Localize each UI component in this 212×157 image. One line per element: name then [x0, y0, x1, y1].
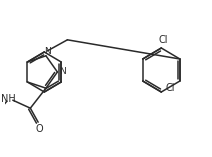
Text: N: N	[59, 68, 66, 76]
Text: N: N	[44, 47, 51, 56]
Text: Cl: Cl	[165, 83, 175, 93]
Text: O: O	[35, 124, 43, 134]
Text: Cl: Cl	[159, 35, 168, 45]
Text: NH: NH	[1, 94, 15, 104]
